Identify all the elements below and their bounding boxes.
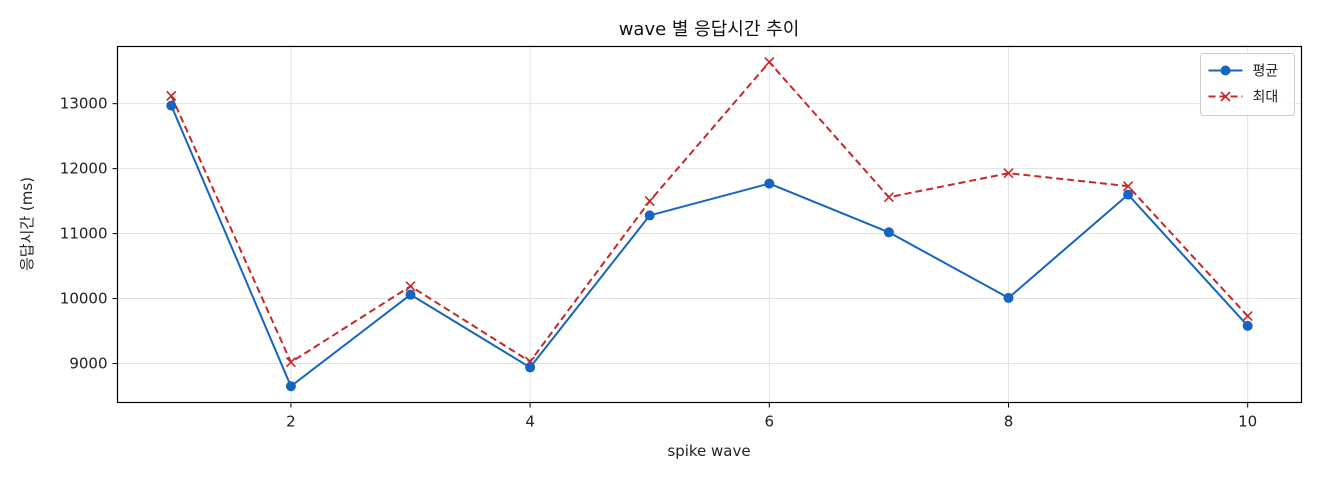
data-point-series-2-stroke xyxy=(1242,311,1253,322)
data-point-series-2 xyxy=(764,57,775,68)
x-tick-label: 10 xyxy=(1238,413,1257,431)
data-point-series-2 xyxy=(1003,168,1014,179)
x-axis-label: spike wave xyxy=(667,442,750,460)
x-tick-label: 4 xyxy=(525,413,535,431)
y-tick-label: 9000 xyxy=(69,355,107,373)
data-point-series-1 xyxy=(166,100,177,111)
legend-marker-1 xyxy=(1220,65,1231,76)
data-point-series-2 xyxy=(285,357,296,368)
axis-ticks: 2 4 6 8 10 9000 10000 11000 12000 13000 xyxy=(60,95,1257,431)
data-point-series-2-stroke xyxy=(166,90,177,101)
legend-marker-2 xyxy=(1220,91,1231,102)
data-point-series-2 xyxy=(166,90,177,101)
data-point-series-1 xyxy=(405,289,416,300)
data-point-series-2-stroke xyxy=(405,281,416,292)
data-point-series-2-stroke xyxy=(1123,181,1134,192)
data-point-series-1 xyxy=(644,210,655,221)
series-line-1 xyxy=(170,105,1249,388)
x-tick-label: 2 xyxy=(286,413,296,431)
data-point-series-2 xyxy=(405,281,416,292)
y-axis-label: 응답시간 (ms) xyxy=(18,177,36,271)
data-point-series-1 xyxy=(525,362,536,373)
data-point-series-2 xyxy=(1242,311,1253,322)
y-tick-label: 13000 xyxy=(60,95,108,113)
data-point-series-1 xyxy=(764,178,775,189)
data-point-series-2 xyxy=(1123,181,1134,192)
data-point-series-1 xyxy=(883,227,894,238)
data-point-series-1 xyxy=(285,381,296,392)
legend-marker-2-stroke xyxy=(1220,91,1231,102)
x-tick-label: 6 xyxy=(765,413,775,431)
legend-label-2: 최대 xyxy=(1253,90,1279,106)
y-tick-label: 11000 xyxy=(60,225,108,243)
data-point-series-2-stroke xyxy=(764,57,775,68)
series-layer xyxy=(166,57,1253,392)
grid xyxy=(117,46,1302,403)
data-point-series-1 xyxy=(1123,189,1134,200)
y-tick-label: 12000 xyxy=(60,160,108,178)
series-line-2 xyxy=(170,61,1249,364)
data-point-series-2-stroke xyxy=(1003,168,1014,179)
data-point-series-2 xyxy=(644,196,655,207)
plot-frame xyxy=(116,45,1303,404)
legend-box xyxy=(1200,53,1295,116)
data-point-series-1 xyxy=(1242,320,1253,331)
data-point-series-1 xyxy=(1003,292,1014,303)
data-point-series-2-stroke xyxy=(644,196,655,207)
data-point-series-2-stroke xyxy=(883,192,894,203)
data-point-series-2 xyxy=(883,192,894,203)
chart-title: wave 별 응답시간 추이 xyxy=(619,19,800,40)
legend-label-1: 평균 xyxy=(1253,64,1279,80)
data-point-series-2-stroke xyxy=(285,357,296,368)
y-tick-label: 10000 xyxy=(60,290,108,308)
x-tick-label: 8 xyxy=(1004,413,1014,431)
